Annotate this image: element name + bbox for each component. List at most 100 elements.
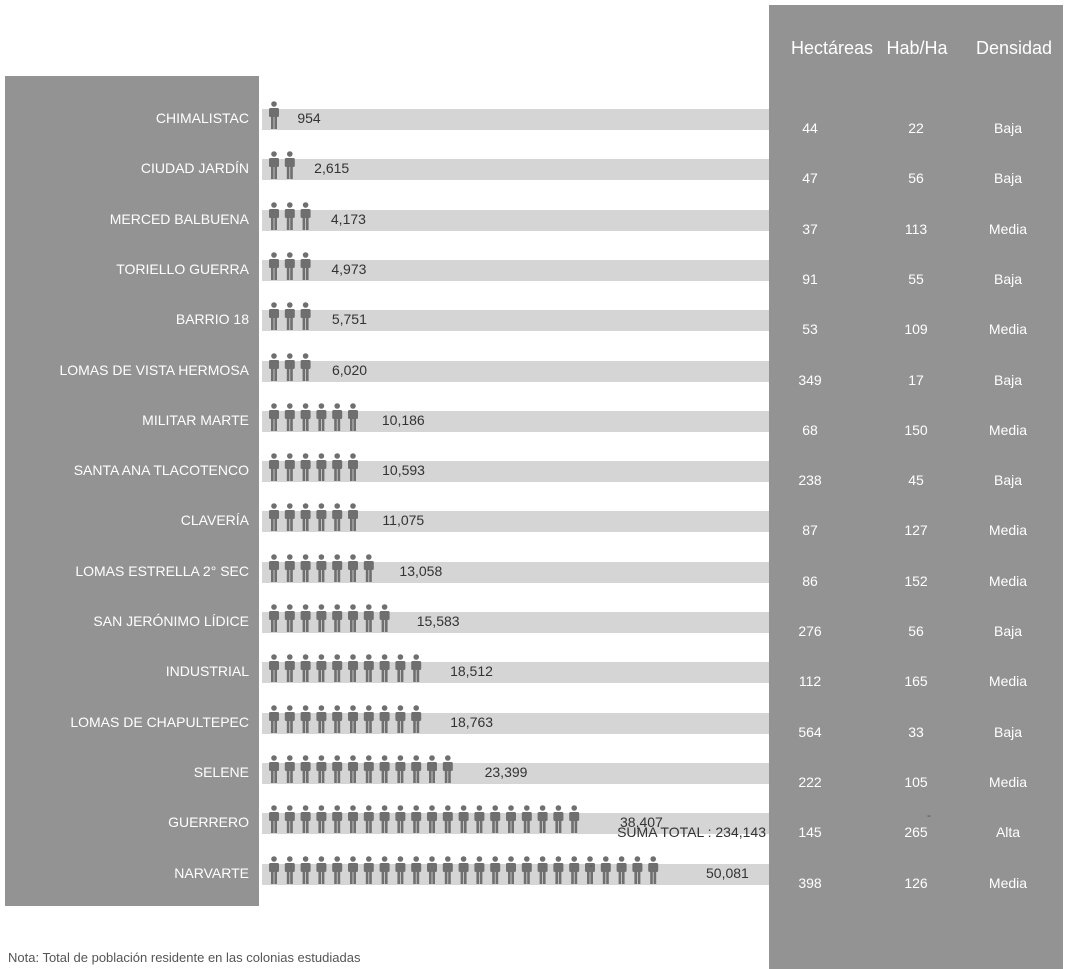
person-icon xyxy=(269,101,279,129)
bar-track xyxy=(262,410,769,432)
person-icon xyxy=(395,805,406,834)
person-icon xyxy=(506,805,516,834)
person-icon xyxy=(332,704,343,733)
person-icon xyxy=(316,704,327,733)
person-icon xyxy=(269,302,279,331)
person-icon xyxy=(269,755,279,783)
person-icon xyxy=(300,654,311,683)
person-icon xyxy=(506,855,516,884)
person-icon xyxy=(332,604,343,632)
person-icon xyxy=(490,805,501,834)
cell-hectareas: 349 xyxy=(798,371,822,388)
person-icon xyxy=(427,855,437,884)
person-icon xyxy=(284,201,295,230)
cell-densidad: Baja xyxy=(993,170,1023,187)
person-icons xyxy=(269,553,374,582)
person-icon xyxy=(332,755,343,783)
person-icon xyxy=(332,654,343,683)
population-value: 13,058 xyxy=(399,562,443,579)
person-icon xyxy=(521,805,532,834)
person-icon xyxy=(300,352,311,381)
population-value: 18,512 xyxy=(450,663,493,680)
person-icon xyxy=(363,755,374,783)
cell-hectareas: 564 xyxy=(798,723,822,740)
person-icon xyxy=(458,805,469,834)
person-icon xyxy=(284,654,295,683)
person-icon xyxy=(284,302,295,331)
person-icon xyxy=(269,352,279,381)
person-icon xyxy=(332,453,343,482)
cell-densidad: Media xyxy=(988,673,1028,690)
cell-densidad: Baja xyxy=(993,120,1023,136)
person-icon xyxy=(284,402,295,431)
person-icons xyxy=(269,755,453,783)
person-icon xyxy=(316,553,327,582)
population-value: 954 xyxy=(297,110,321,126)
person-icons xyxy=(269,855,659,884)
population-value: 23,399 xyxy=(484,763,528,780)
person-icon xyxy=(348,553,358,582)
person-icon xyxy=(332,402,343,431)
person-icon xyxy=(442,755,453,783)
header-hab-ha: Hab/Ha xyxy=(886,38,948,58)
person-icons xyxy=(269,654,422,683)
row-name: INDUSTRIAL xyxy=(165,663,249,680)
cell-hectareas: 53 xyxy=(802,321,818,338)
person-icon xyxy=(300,503,311,532)
person-icon xyxy=(269,402,279,431)
person-icon xyxy=(284,352,295,381)
person-icon xyxy=(348,503,358,532)
person-icon xyxy=(316,503,327,532)
cell-hab-ha: 56 xyxy=(908,170,924,187)
row-name: LOMAS ESTRELLA 2° SEC xyxy=(75,562,249,579)
row-name: CLAVERÍA xyxy=(180,512,249,529)
header-hectareas: Hectáreas xyxy=(790,38,874,58)
person-icon xyxy=(269,151,279,180)
person-icon xyxy=(569,805,580,834)
cell-hab-ha: 150 xyxy=(904,421,928,438)
person-icons xyxy=(269,252,311,280)
person-icon xyxy=(569,855,580,884)
person-icon xyxy=(474,805,485,834)
person-icon xyxy=(442,805,453,834)
person-icon xyxy=(269,654,279,683)
row-name: TORIELLO GUERRA xyxy=(116,260,249,277)
person-icon xyxy=(411,805,422,834)
person-icon xyxy=(427,755,437,783)
population-value: 10,186 xyxy=(381,411,425,428)
person-icons xyxy=(269,352,311,381)
cell-hab-ha: 152 xyxy=(904,572,928,589)
names-panel xyxy=(5,76,259,906)
person-icon xyxy=(474,855,485,884)
person-icon xyxy=(316,453,327,482)
person-icon xyxy=(300,604,311,632)
person-icons xyxy=(269,503,358,532)
row-name: BARRIO 18 xyxy=(175,311,249,328)
population-value: 11,075 xyxy=(382,512,425,529)
person-icon xyxy=(348,402,358,431)
person-icon xyxy=(363,855,374,884)
person-icon xyxy=(269,453,279,482)
person-icons xyxy=(269,402,358,431)
person-icon xyxy=(316,604,327,632)
cell-hab-ha: 45 xyxy=(908,472,924,489)
row-name: GUERRERO xyxy=(168,814,249,831)
cell-hectareas: 398 xyxy=(798,874,822,891)
bar-track xyxy=(262,159,769,181)
bar-track xyxy=(262,209,769,231)
cell-hab-ha: 113 xyxy=(904,220,928,237)
cell-hab-ha: 165 xyxy=(904,673,928,690)
person-icon xyxy=(332,805,343,834)
person-icon xyxy=(269,503,279,532)
person-icon xyxy=(269,201,279,230)
person-icon xyxy=(269,805,279,834)
person-icon xyxy=(537,855,548,884)
cell-hectareas: 276 xyxy=(798,623,822,639)
cell-hectareas: 37 xyxy=(802,220,818,237)
population-value: 50,081 xyxy=(706,864,749,881)
population-value: 6,020 xyxy=(332,361,368,378)
cell-densidad: Media xyxy=(988,421,1028,438)
bar-track xyxy=(262,109,769,130)
person-icon xyxy=(537,805,548,834)
person-icon xyxy=(300,252,311,280)
